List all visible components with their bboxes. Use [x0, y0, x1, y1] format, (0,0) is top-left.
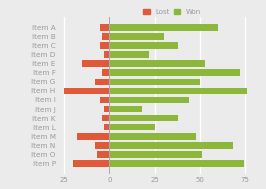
- Bar: [73, 160, 109, 167]
- Bar: [104, 124, 109, 130]
- Bar: [102, 33, 109, 40]
- Bar: [109, 115, 178, 121]
- Bar: [109, 33, 164, 40]
- Bar: [109, 60, 205, 67]
- Bar: [109, 133, 196, 139]
- Bar: [100, 24, 109, 31]
- Bar: [109, 160, 243, 167]
- Bar: [77, 133, 109, 139]
- Bar: [95, 79, 109, 85]
- Bar: [109, 97, 189, 103]
- Bar: [109, 142, 233, 149]
- Bar: [109, 24, 218, 31]
- Bar: [104, 51, 109, 58]
- Bar: [109, 124, 155, 130]
- Bar: [100, 42, 109, 49]
- Bar: [109, 51, 149, 58]
- Bar: [64, 88, 109, 94]
- Bar: [109, 79, 200, 85]
- Bar: [109, 70, 240, 76]
- Bar: [109, 88, 247, 94]
- Bar: [109, 151, 202, 158]
- Legend: Lost, Won: Lost, Won: [143, 8, 202, 15]
- Bar: [82, 60, 109, 67]
- Bar: [102, 115, 109, 121]
- Bar: [97, 151, 109, 158]
- Bar: [102, 70, 109, 76]
- Bar: [109, 106, 142, 112]
- Bar: [95, 142, 109, 149]
- Bar: [100, 97, 109, 103]
- Bar: [109, 42, 178, 49]
- Bar: [104, 106, 109, 112]
